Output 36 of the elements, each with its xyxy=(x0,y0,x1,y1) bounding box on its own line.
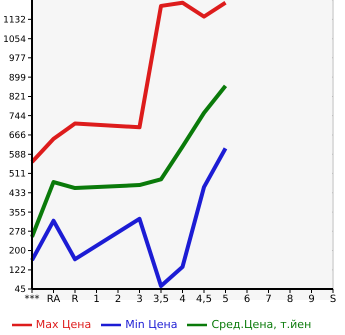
x-tick-label: 4,5 xyxy=(196,294,212,306)
legend-label: Сред.Цена, т.йен xyxy=(211,318,312,332)
y-tick-label: 45 xyxy=(14,285,26,296)
y-tick-label: 278 xyxy=(8,227,26,238)
legend-label: Max Цена xyxy=(36,318,92,332)
y-tick-label: 588 xyxy=(8,150,26,160)
y-tick-label: 355 xyxy=(8,208,26,218)
y-tick-label: 744 xyxy=(8,112,26,122)
y-tick-label: 433 xyxy=(8,188,26,199)
x-tick-label: 7 xyxy=(265,294,272,306)
line-series xyxy=(30,84,228,239)
y-tick-label: 821 xyxy=(8,92,26,103)
x-tick-label: *** xyxy=(24,294,40,306)
x-tick-label: R xyxy=(72,294,79,306)
x-tick-label: 1 xyxy=(93,294,100,306)
x-tick-label: 2 xyxy=(114,294,122,306)
x-tick-label: RA xyxy=(46,294,60,306)
x-tick-label: 8 xyxy=(286,294,294,306)
legend-label: Min Цена xyxy=(125,318,178,332)
x-tick-label: 6 xyxy=(244,294,250,306)
y-tick-label: 511 xyxy=(8,170,26,180)
y-tick-label: 666 xyxy=(8,131,26,142)
line-series xyxy=(30,0,228,164)
y-tick-label: 122 xyxy=(8,266,26,276)
x-tick-label: 9 xyxy=(308,294,315,306)
y-tick-label: 200 xyxy=(8,246,26,257)
x-tick-label: 4 xyxy=(179,294,186,306)
x-tick-label: 5 xyxy=(222,294,229,306)
x-tick-label: 3,5 xyxy=(153,294,169,306)
y-tick-label: 1132 xyxy=(3,16,26,26)
x-tick-label: 3 xyxy=(136,294,143,306)
y-tick-label: 899 xyxy=(8,73,26,84)
x-tick-label: S xyxy=(330,294,336,306)
y-tick-label: 1054 xyxy=(3,34,26,45)
line-series xyxy=(30,146,228,288)
y-tick-label: 977 xyxy=(8,54,26,64)
